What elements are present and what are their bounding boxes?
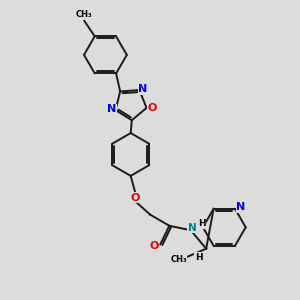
Text: CH₃: CH₃ [76,10,93,19]
Text: H: H [198,219,206,228]
Text: O: O [147,103,157,113]
Text: CH₃: CH₃ [170,255,187,264]
Text: O: O [130,193,140,202]
Text: H: H [195,253,202,262]
Text: N: N [107,104,117,115]
Text: N: N [138,85,148,94]
Text: N: N [188,223,197,233]
Text: N: N [236,202,246,212]
Text: O: O [149,241,159,251]
